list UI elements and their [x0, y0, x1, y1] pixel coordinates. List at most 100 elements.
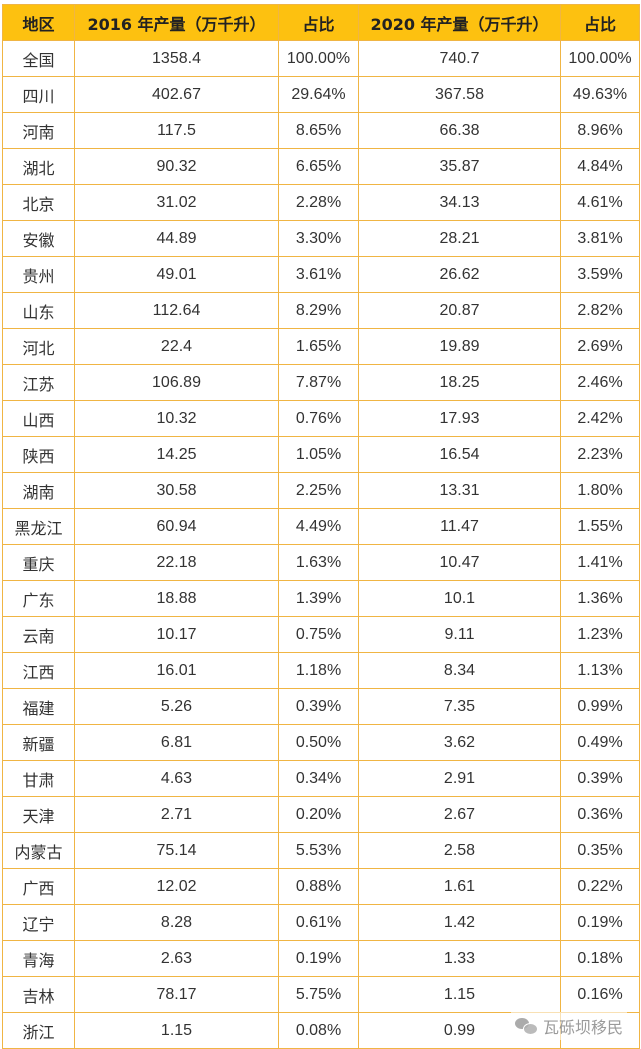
cell-2020-output: 17.93 — [358, 400, 561, 437]
cell-2020-output: 16.54 — [358, 436, 561, 473]
cell-2016-output: 78.17 — [74, 976, 279, 1013]
table-row: 江苏 106.89 7.87% 18.25 2.46% — [2, 364, 640, 401]
cell-2020-share: 0.36% — [560, 796, 640, 833]
table-row: 山东 112.64 8.29% 20.87 2.82% — [2, 292, 640, 329]
cell-2016-output: 5.26 — [74, 688, 279, 725]
cell-region: 江苏 — [2, 364, 75, 401]
cell-2020-output: 19.89 — [358, 328, 561, 365]
cell-2016-share: 2.25% — [278, 472, 359, 509]
cell-region: 辽宁 — [2, 904, 75, 941]
cell-2020-output: 2.91 — [358, 760, 561, 797]
cell-2016-output: 31.02 — [74, 184, 279, 221]
cell-2020-output: 10.1 — [358, 580, 561, 617]
table-row: 青海 2.63 0.19% 1.33 0.18% — [2, 940, 640, 977]
header-region: 地区 — [2, 4, 75, 41]
cell-2016-share: 1.18% — [278, 652, 359, 689]
cell-2020-output: 66.38 — [358, 112, 561, 149]
cell-2016-output: 117.5 — [74, 112, 279, 149]
cell-2020-share: 4.84% — [560, 148, 640, 185]
cell-2016-share: 8.65% — [278, 112, 359, 149]
cell-2020-share: 1.41% — [560, 544, 640, 581]
cell-2016-share: 3.30% — [278, 220, 359, 257]
cell-2020-output: 20.87 — [358, 292, 561, 329]
header-2020-output: 2020 年产量（万千升） — [358, 4, 561, 41]
cell-2016-share: 0.88% — [278, 868, 359, 905]
cell-2020-share: 2.46% — [560, 364, 640, 401]
table-row: 天津 2.71 0.20% 2.67 0.36% — [2, 796, 640, 833]
cell-2016-share: 29.64% — [278, 76, 359, 113]
table-row: 河南 117.5 8.65% 66.38 8.96% — [2, 112, 640, 149]
cell-region: 云南 — [2, 616, 75, 653]
table-row: 安徽 44.89 3.30% 28.21 3.81% — [2, 220, 640, 257]
cell-region: 北京 — [2, 184, 75, 221]
cell-2020-share: 49.63% — [560, 76, 640, 113]
cell-2016-share: 4.49% — [278, 508, 359, 545]
cell-2016-share: 3.61% — [278, 256, 359, 293]
cell-2020-share: 1.23% — [560, 616, 640, 653]
cell-2020-share: 2.23% — [560, 436, 640, 473]
table-row: 北京 31.02 2.28% 34.13 4.61% — [2, 184, 640, 221]
production-table: 地区 2016 年产量（万千升） 占比 2020 年产量（万千升） 占比 全国 1… — [2, 4, 640, 1049]
cell-2020-share: 0.39% — [560, 760, 640, 797]
cell-2016-output: 106.89 — [74, 364, 279, 401]
cell-2016-output: 2.71 — [74, 796, 279, 833]
cell-2016-output: 22.4 — [74, 328, 279, 365]
cell-2020-share: 2.82% — [560, 292, 640, 329]
cell-region: 浙江 — [2, 1012, 75, 1049]
cell-2016-output: 49.01 — [74, 256, 279, 293]
cell-2020-share: 1.55% — [560, 508, 640, 545]
cell-2020-share: 4.61% — [560, 184, 640, 221]
cell-region: 重庆 — [2, 544, 75, 581]
cell-2016-output: 16.01 — [74, 652, 279, 689]
cell-2020-output: 13.31 — [358, 472, 561, 509]
header-2016-output: 2016 年产量（万千升） — [74, 4, 279, 41]
table-row: 河北 22.4 1.65% 19.89 2.69% — [2, 328, 640, 365]
cell-region: 青海 — [2, 940, 75, 977]
cell-2016-share: 0.19% — [278, 940, 359, 977]
cell-2020-output: 367.58 — [358, 76, 561, 113]
cell-region: 河北 — [2, 328, 75, 365]
cell-2016-share: 8.29% — [278, 292, 359, 329]
cell-region: 甘肃 — [2, 760, 75, 797]
cell-2016-output: 10.32 — [74, 400, 279, 437]
cell-2016-share: 5.53% — [278, 832, 359, 869]
table-header-row: 地区 2016 年产量（万千升） 占比 2020 年产量（万千升） 占比 — [2, 4, 640, 41]
cell-2020-output: 18.25 — [358, 364, 561, 401]
cell-2020-output: 10.47 — [358, 544, 561, 581]
cell-2020-output: 8.34 — [358, 652, 561, 689]
cell-2020-share: 3.59% — [560, 256, 640, 293]
cell-2020-share: 0.19% — [560, 904, 640, 941]
cell-2016-output: 22.18 — [74, 544, 279, 581]
cell-2016-output: 30.58 — [74, 472, 279, 509]
cell-2020-output: 9.11 — [358, 616, 561, 653]
table-row: 广东 18.88 1.39% 10.1 1.36% — [2, 580, 640, 617]
cell-2020-output: 7.35 — [358, 688, 561, 725]
cell-2016-output: 402.67 — [74, 76, 279, 113]
cell-2016-output: 2.63 — [74, 940, 279, 977]
cell-2020-share: 8.96% — [560, 112, 640, 149]
cell-2020-output: 26.62 — [358, 256, 561, 293]
cell-region: 全国 — [2, 40, 75, 77]
cell-2016-output: 1.15 — [74, 1012, 279, 1049]
table-row: 新疆 6.81 0.50% 3.62 0.49% — [2, 724, 640, 761]
cell-2020-share: 0.49% — [560, 724, 640, 761]
cell-region: 山西 — [2, 400, 75, 437]
cell-2016-share: 6.65% — [278, 148, 359, 185]
cell-2020-share: 0.99% — [560, 688, 640, 725]
table-row: 四川 402.67 29.64% 367.58 49.63% — [2, 76, 640, 113]
cell-2020-output: 11.47 — [358, 508, 561, 545]
cell-2016-share: 1.05% — [278, 436, 359, 473]
cell-2016-output: 10.17 — [74, 616, 279, 653]
table-row: 陕西 14.25 1.05% 16.54 2.23% — [2, 436, 640, 473]
cell-2016-output: 1358.4 — [74, 40, 279, 77]
table-body: 全国 1358.4 100.00% 740.7 100.00% 四川 402.67 29.64… — [2, 40, 640, 1049]
table-row: 辽宁 8.28 0.61% 1.42 0.19% — [2, 904, 640, 941]
cell-2016-share: 100.00% — [278, 40, 359, 77]
cell-2020-share: 0.35% — [560, 832, 640, 869]
table-row: 湖南 30.58 2.25% 13.31 1.80% — [2, 472, 640, 509]
cell-2016-share: 1.65% — [278, 328, 359, 365]
cell-2020-output: 1.61 — [358, 868, 561, 905]
cell-2020-share: 0.18% — [560, 940, 640, 977]
cell-2016-share: 1.39% — [278, 580, 359, 617]
cell-2016-share: 0.39% — [278, 688, 359, 725]
